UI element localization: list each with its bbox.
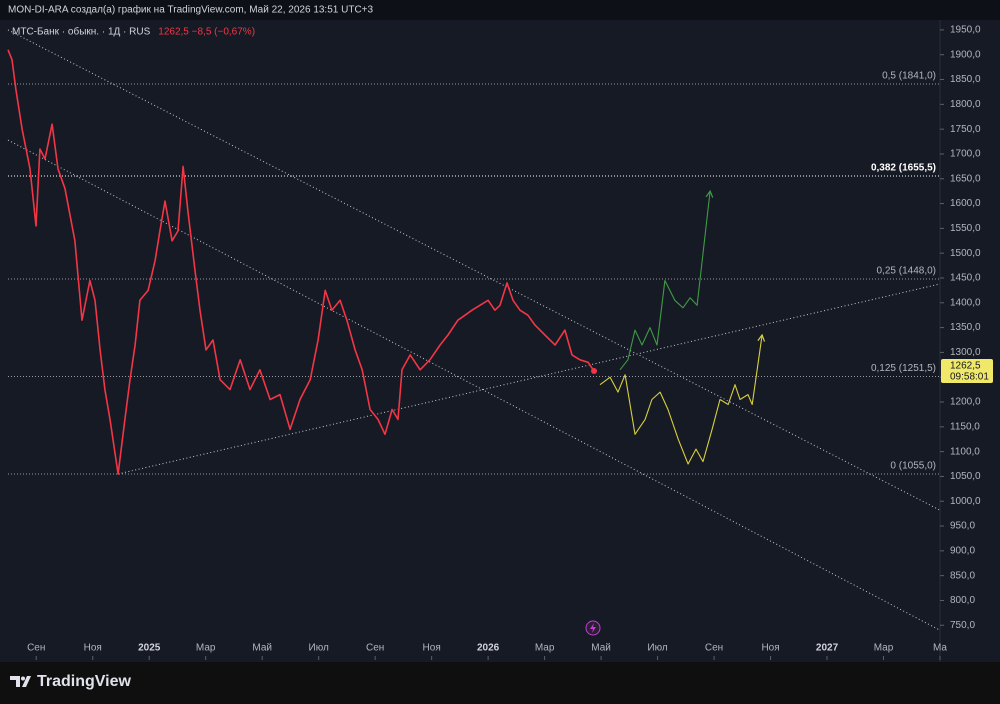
- y-tick-label: 1000,0: [950, 496, 981, 507]
- x-tick-label: Мар: [196, 643, 216, 654]
- x-tick-label: Мар: [874, 643, 894, 654]
- y-tick-label: 1850,0: [950, 74, 981, 85]
- y-tick-label: 1900,0: [950, 49, 981, 60]
- x-tick-label: Сен: [366, 643, 384, 654]
- y-tick-label: 850,0: [950, 570, 975, 581]
- legend: МТС-Банк · обыкн. · 1Д · RUS 1262,5 −8,5…: [12, 26, 255, 38]
- plot-area: 0,5 (1841,0) 0,382 (1655,5) 0,25 (1448,0) 0…: [7, 29, 941, 631]
- arrowhead: [757, 333, 766, 342]
- legend-name: МТС-Банк · обыкн. · 1Д · RUS: [12, 26, 151, 38]
- price-tag: [941, 359, 993, 384]
- logo-dot: [21, 676, 25, 681]
- level-label: 0,25 (1448,0): [877, 266, 937, 277]
- series-line: [619, 191, 711, 371]
- level-label: 0,5 (1841,0): [882, 71, 936, 82]
- legend-values: 1262,5 −8,5 (−0,67%): [158, 27, 255, 38]
- x-tick-label: Сен: [705, 643, 723, 654]
- trendline: [7, 139, 941, 631]
- y-tick-label: 1050,0: [950, 471, 981, 482]
- x-tick-label: Ноя: [423, 643, 441, 654]
- x-tick-label: Июл: [309, 643, 329, 654]
- price-tag-value: 1262,5: [950, 361, 981, 372]
- x-tick-label: 2027: [816, 643, 839, 654]
- alert-bolt[interactable]: [590, 623, 596, 633]
- header-bar: [0, 0, 1000, 20]
- y-tick-label: 1350,0: [950, 322, 981, 333]
- y-tick-label: 1500,0: [950, 248, 981, 259]
- logo: [10, 676, 31, 687]
- x-tick-label: Мар: [535, 643, 555, 654]
- level-label: 0 (1055,0): [890, 461, 936, 472]
- logo-icon: [10, 676, 31, 687]
- y-tick-label: 1600,0: [950, 198, 981, 209]
- price-tag-countdown: 09:58:01: [950, 372, 989, 383]
- y-tick-label: 750,0: [950, 620, 975, 631]
- x-tick-label: Ма: [933, 643, 947, 654]
- level-label: 0,125 (1251,5): [871, 363, 936, 374]
- y-tick-label: 1800,0: [950, 99, 981, 110]
- x-tick-label: 2026: [477, 643, 500, 654]
- y-tick-label: 1450,0: [950, 273, 981, 284]
- x-tick-label: Май: [591, 643, 611, 654]
- x-tick-label: Ноя: [761, 643, 779, 654]
- y-tick-label: 1950,0: [950, 25, 981, 36]
- arrowhead: [705, 189, 714, 198]
- y-tick-label: 1700,0: [950, 149, 981, 160]
- x-tick-label: Июл: [647, 643, 667, 654]
- series-line: [599, 334, 763, 465]
- y-tick-label: 1750,0: [950, 124, 981, 135]
- alert-icon[interactable]: [585, 620, 601, 636]
- y-tick-label: 1550,0: [950, 223, 981, 234]
- x-tick-label: Ноя: [84, 643, 102, 654]
- y-tick-label: 950,0: [950, 521, 975, 532]
- header-text: MON-DI-ARA создал(а) график на TradingVi…: [8, 4, 374, 16]
- y-tick-label: 1100,0: [950, 446, 980, 457]
- y-tick-label: 1300,0: [950, 347, 981, 358]
- y-tick-label: 1200,0: [950, 397, 981, 408]
- level-label: 0,382 (1655,5): [871, 163, 936, 174]
- y-tick-label: 1650,0: [950, 173, 981, 184]
- x-tick-label: 2025: [138, 643, 161, 654]
- y-tick-label: 1400,0: [950, 297, 981, 308]
- x-tick-label: Май: [252, 643, 272, 654]
- x-tick-label: Сен: [27, 643, 45, 654]
- y-tick-label: 900,0: [950, 545, 975, 556]
- series-line: [7, 49, 595, 475]
- trendline: [118, 283, 941, 475]
- y-tick-label: 1150,0: [950, 421, 980, 432]
- last-point: [591, 368, 598, 375]
- footer-bar: [0, 662, 1000, 704]
- logo-text: TradingView: [37, 673, 132, 690]
- y-tick-label: 800,0: [950, 595, 975, 606]
